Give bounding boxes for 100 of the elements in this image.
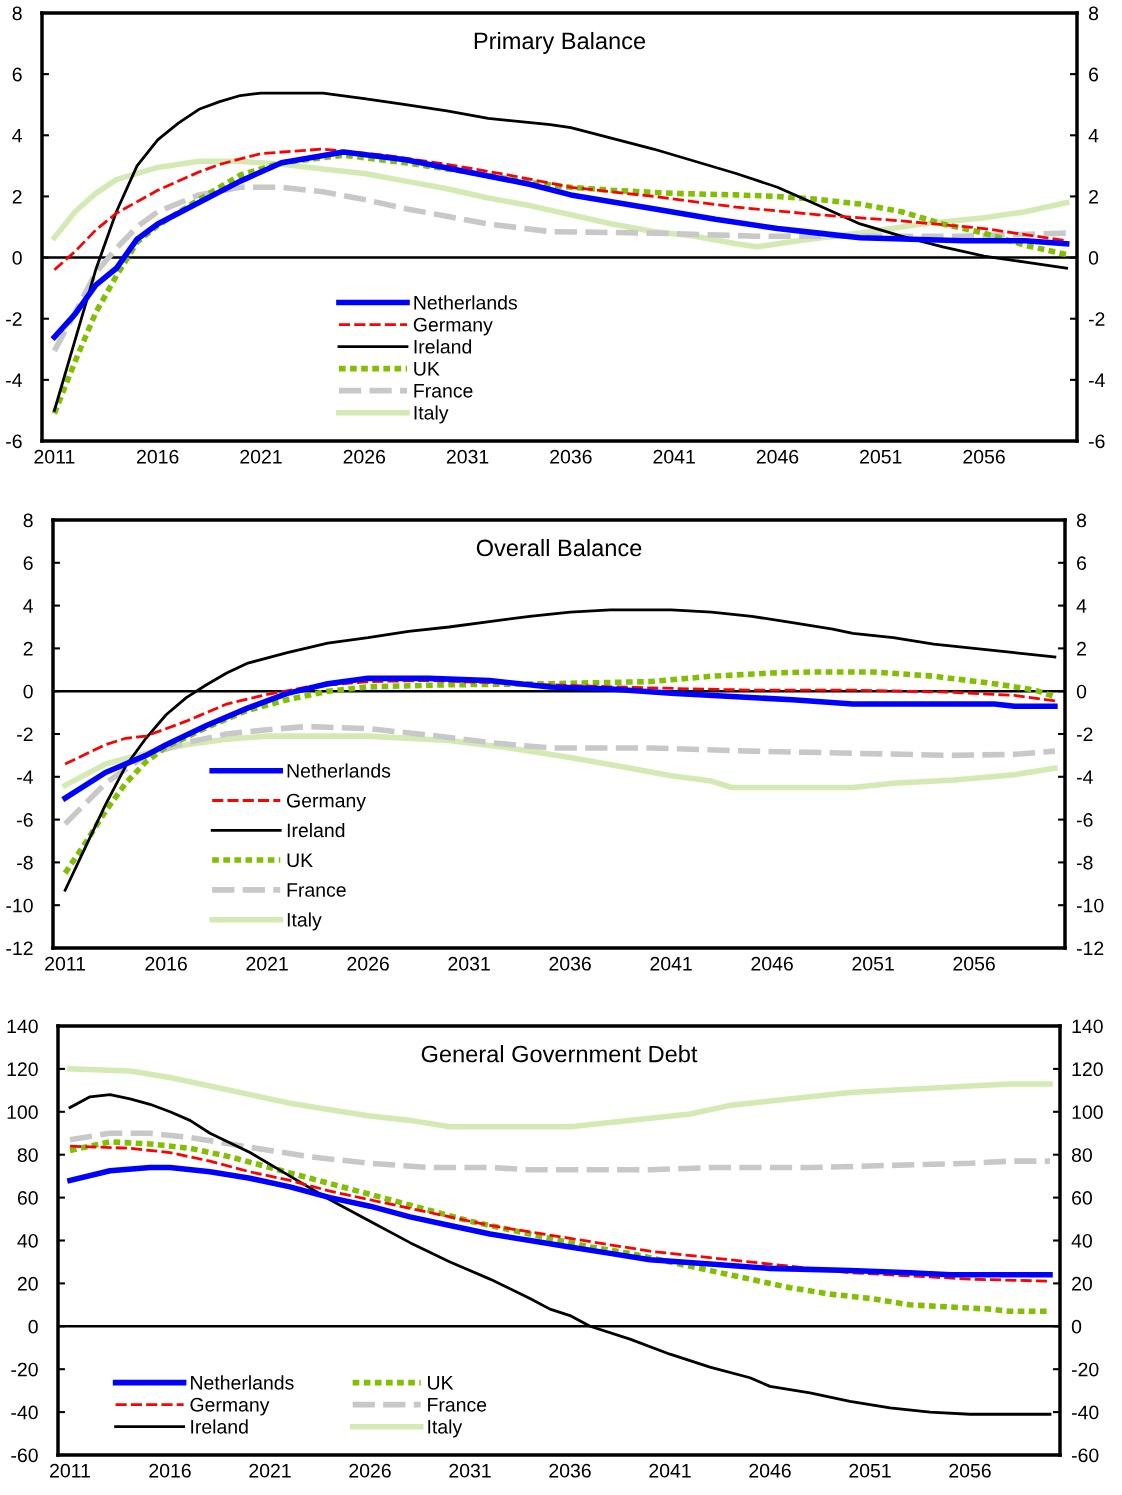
- y-tick-label: 40: [17, 1233, 38, 1248]
- legend-label: Germany: [413, 317, 493, 336]
- x-tick-label: 2041: [650, 956, 692, 971]
- legend-label: Germany: [190, 1397, 270, 1416]
- y-tick-label: 140: [7, 1019, 38, 1034]
- x-tick-label: 2051: [852, 956, 894, 971]
- legend-label: Italy: [414, 405, 449, 424]
- x-tick-label: 2026: [349, 1463, 391, 1478]
- y2-tick-label: 0: [1088, 251, 1099, 265]
- y-tick-label: -4: [6, 373, 22, 387]
- text: General Government Debt: [421, 1045, 698, 1063]
- y2-tick-label: -6: [1088, 434, 1105, 449]
- y-tick-label: 4: [23, 599, 33, 613]
- y-tick-label: -6: [17, 813, 33, 827]
- y-tick-label: -6: [6, 434, 22, 449]
- y2-tick-label: -2: [1088, 312, 1105, 326]
- y2-tick-label: 6: [1089, 67, 1099, 82]
- y-tick-label: 6: [12, 67, 22, 82]
- y-tick-label: 100: [7, 1105, 38, 1120]
- y2-tick-label: 8: [1088, 6, 1099, 21]
- x-tick-label: 2051: [849, 1463, 891, 1478]
- x-tick-label: 2036: [549, 1463, 591, 1478]
- y-tick-label: -2: [17, 727, 33, 742]
- y2-tick-label: 60: [1072, 1191, 1092, 1205]
- y-tick-label: 2: [23, 641, 33, 656]
- y2-tick-label: 80: [1071, 1148, 1092, 1162]
- x-tick-label: 2056: [963, 449, 1005, 464]
- x-tick-label: 2046: [749, 1463, 791, 1478]
- y2-tick-label: 140: [1072, 1019, 1103, 1034]
- x-tick-label: 2036: [549, 956, 591, 971]
- text: Primary Balance: [474, 31, 646, 54]
- x-tick-label: 2031: [449, 1463, 491, 1478]
- y-tick-label: -10: [6, 898, 33, 913]
- legend-label: Netherlands: [287, 763, 391, 778]
- y-tick-label: 0: [12, 251, 22, 265]
- legend-label: Germany: [287, 793, 366, 812]
- legend-label: Italy: [428, 1419, 463, 1438]
- legend-label: Ireland: [287, 823, 345, 838]
- y2-tick-label: 6: [1077, 556, 1087, 571]
- y2-tick-label: -60: [1071, 1448, 1099, 1463]
- y2-tick-label: 2: [1089, 189, 1098, 204]
- x-tick-label: 2011: [45, 956, 86, 971]
- legend-label: UK: [414, 362, 440, 376]
- y2-tick-label: -6: [1076, 813, 1093, 827]
- x-tick-label: 2011: [34, 449, 75, 464]
- legend-label: Netherlands: [414, 295, 517, 310]
- x-tick-label: 2036: [550, 449, 592, 464]
- y2-tick-label: 120: [1072, 1062, 1103, 1077]
- y-tick-label: 0: [28, 1319, 38, 1334]
- y2-tick-label: -12: [1076, 941, 1104, 956]
- x-tick-label: 2056: [953, 956, 995, 971]
- y-tick-label: 0: [23, 684, 33, 699]
- x-tick-label: 2016: [149, 1463, 191, 1478]
- y2-tick-label: 8: [1076, 513, 1087, 528]
- y2-tick-label: 2: [1077, 641, 1086, 656]
- y-tick-label: 2: [12, 189, 22, 204]
- x-tick-label: 2046: [756, 449, 799, 464]
- legend-label: France: [287, 883, 346, 897]
- x-tick-label: 2046: [751, 956, 793, 971]
- y-tick-label: 8: [12, 6, 22, 21]
- x-tick-label: 2051: [860, 449, 902, 464]
- y2-tick-label: -10: [1076, 898, 1104, 913]
- y-tick-label: 20: [17, 1276, 38, 1291]
- x-tick-label: 2016: [137, 449, 179, 464]
- y-tick-label: 80: [17, 1148, 38, 1162]
- x-tick-label: 2011: [50, 1463, 90, 1478]
- x-tick-label: 2021: [249, 1463, 291, 1478]
- y-tick-label: 4: [12, 128, 22, 143]
- legend-label: France: [414, 384, 473, 398]
- x-tick-label: 2026: [347, 956, 389, 971]
- y2-tick-label: -40: [1071, 1405, 1099, 1420]
- y2-tick-label: -8: [1076, 855, 1093, 870]
- legend-label: UK: [428, 1376, 454, 1390]
- y-tick-label: 120: [7, 1062, 38, 1077]
- x-tick-label: 2021: [240, 449, 282, 464]
- y2-tick-label: 100: [1072, 1105, 1103, 1120]
- y-tick-label: -40: [11, 1405, 38, 1420]
- x-tick-label: 2016: [145, 956, 187, 971]
- legend-label: Netherlands: [191, 1375, 294, 1390]
- y-tick-label: -8: [17, 855, 33, 870]
- y2-tick-label: -4: [1076, 770, 1093, 784]
- x-tick-label: 2056: [949, 1463, 991, 1478]
- y-tick-label: -20: [11, 1362, 38, 1377]
- y2-tick-label: 20: [1072, 1276, 1092, 1291]
- y-tick-label: -60: [11, 1448, 38, 1463]
- legend-label: UK: [287, 853, 313, 868]
- x-tick-label: 2021: [246, 956, 288, 971]
- y-tick-label: -12: [6, 941, 33, 956]
- legend-label: Italy: [287, 912, 322, 931]
- y-tick-label: -2: [6, 312, 22, 326]
- y2-tick-label: 4: [1088, 128, 1099, 143]
- y2-tick-label: -20: [1071, 1362, 1099, 1377]
- legend-label: Ireland: [191, 1419, 248, 1434]
- x-tick-label: 2026: [343, 449, 386, 464]
- x-tick-label: 2041: [649, 1463, 691, 1478]
- text: Overall Balance: [476, 538, 642, 557]
- y2-tick-label: 0: [1071, 1319, 1082, 1334]
- y2-tick-label: 40: [1071, 1233, 1092, 1248]
- legend-label: France: [428, 1398, 487, 1412]
- y2-tick-label: 0: [1076, 684, 1087, 699]
